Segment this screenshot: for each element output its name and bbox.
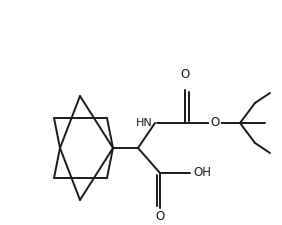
Text: HN: HN bbox=[136, 118, 153, 128]
Text: O: O bbox=[210, 117, 220, 130]
Text: OH: OH bbox=[193, 166, 211, 180]
Text: O: O bbox=[155, 209, 165, 223]
Text: O: O bbox=[180, 68, 190, 81]
